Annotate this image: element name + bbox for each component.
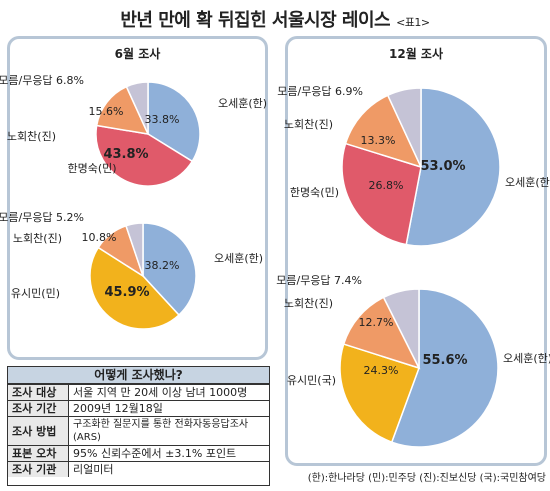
slice-value: 10.8% bbox=[82, 231, 117, 244]
slice-label: 노회찬(진) bbox=[284, 296, 333, 310]
pie-slice bbox=[89, 246, 180, 330]
slice-value: 13.3% bbox=[361, 134, 396, 147]
survey-title: 어떻게 조사했나? bbox=[8, 367, 269, 384]
row-key: 조사 기관 bbox=[8, 461, 69, 477]
row-value: 구조화한 질문지를 통한 전화자동응답조사(ARS) bbox=[68, 416, 269, 446]
party-legend: (한):한나라당 (민):민주당 (진):진보신당 (국):국민참여당 bbox=[307, 473, 546, 484]
slice-label: 모름/무응답 6.9% bbox=[277, 85, 363, 98]
title-text: 반년 만에 확 뒤집힌 서울시장 레이스 bbox=[120, 10, 391, 31]
slice-label: 노회찬(진) bbox=[13, 231, 62, 245]
pie-slice bbox=[125, 222, 144, 277]
slice-value: 38.2% bbox=[145, 259, 180, 272]
table-row: 조사 기관 리얼미터 bbox=[8, 461, 269, 477]
slice-value: 26.8% bbox=[369, 179, 404, 192]
slice-value: 43.8% bbox=[103, 147, 148, 162]
slice-label: 오세훈(한) bbox=[503, 352, 550, 365]
slice-label: 노회찬(진) bbox=[284, 117, 333, 131]
june-panel-title: 6월 조사 bbox=[114, 47, 161, 61]
pie-chart-3: 오세훈(한) 53.0% 한명숙(민) 26.8% 노회찬(진) 13.3% 모름/무응답 … bbox=[277, 85, 550, 247]
pie-slice bbox=[390, 288, 499, 448]
slice-label: 한명숙(민) bbox=[290, 186, 339, 199]
pie-chart-4: 오세훈(한) 55.6% 유시민(국) 24.3% 노회찬(진) 12.7% 모름/무응답 … bbox=[276, 274, 550, 448]
row-value: 95% 신뢰수준에서 ±3.1% 포인트 bbox=[68, 445, 269, 462]
slice-label: 모름/무응답 7.4% bbox=[276, 274, 362, 287]
slice-label: 오세훈(한) bbox=[505, 176, 550, 189]
pie-slice bbox=[341, 142, 422, 246]
pie-slice bbox=[339, 343, 420, 444]
survey-table: 조사 대상 서울 지역 만 20세 이상 남녀 1000명 조사 기간 2009년 … bbox=[8, 384, 269, 477]
survey-method-box: 어떻게 조사했나? 조사 대상 서울 지역 만 20세 이상 남녀 1000명 조… bbox=[7, 366, 270, 486]
page-title: 반년 만에 확 뒤집힌 서울시장 레이스 <표1> bbox=[0, 6, 550, 32]
pie-slice bbox=[142, 222, 197, 317]
pie-slice bbox=[95, 124, 194, 187]
row-key: 조사 기간 bbox=[8, 400, 69, 417]
slice-label: 오세훈(한) bbox=[214, 252, 263, 265]
slice-value: 15.6% bbox=[89, 105, 124, 118]
pie-slice bbox=[125, 81, 149, 135]
slice-label: 한명숙(민) bbox=[67, 162, 116, 175]
slice-label: 노회찬(진) bbox=[7, 129, 56, 143]
slice-label: 유시민(민) bbox=[11, 287, 60, 300]
table-row: 조사 기간 2009년 12월18일 bbox=[8, 400, 269, 417]
table-row: 조사 방법 구조화한 질문지를 통한 전화자동응답조사(ARS) bbox=[8, 416, 269, 446]
pie-slice bbox=[95, 85, 150, 135]
slice-value: 12.7% bbox=[359, 316, 394, 329]
row-value: 서울 지역 만 20세 이상 남녀 1000명 bbox=[68, 384, 269, 401]
slice-label: 오세훈(한) bbox=[218, 97, 267, 110]
table-number: <표1> bbox=[396, 16, 430, 29]
row-value: 리얼미터 bbox=[68, 461, 269, 477]
row-key: 조사 대상 bbox=[8, 384, 69, 401]
pie-slice bbox=[405, 87, 501, 247]
pie-slice bbox=[342, 296, 421, 370]
slice-label: 유시민(국) bbox=[287, 374, 336, 387]
slice-label: 모름/무응답 6.8% bbox=[0, 74, 84, 87]
table-row: 조사 대상 서울 지역 만 20세 이상 남녀 1000명 bbox=[8, 384, 269, 401]
pie-slice bbox=[386, 87, 422, 168]
pie-chart-1: 오세훈(한) 33.8% 한명숙(민)43.8% 노회찬(진) 15.6% 모름/무응답 … bbox=[0, 74, 267, 187]
pie-slice bbox=[344, 94, 423, 169]
slice-label: 모름/무응답 5.2% bbox=[0, 211, 84, 224]
row-value: 2009년 12월18일 bbox=[68, 400, 269, 417]
table-row: 표본 오차 95% 신뢰수준에서 ±3.1% 포인트 bbox=[8, 445, 269, 462]
pie-slice bbox=[382, 288, 420, 369]
row-key: 조사 방법 bbox=[8, 416, 69, 446]
row-key: 표본 오차 bbox=[8, 445, 69, 462]
slice-value: 24.3% bbox=[364, 364, 399, 377]
slice-value: 45.9% bbox=[104, 285, 149, 300]
pie-chart-2: 오세훈(한) 38.2% 유시민(민) 45.9% 노회찬(진) 10.8% 모름/무응답 … bbox=[0, 211, 263, 330]
slice-value: 55.6% bbox=[422, 353, 467, 368]
slice-value: 33.8% bbox=[145, 113, 180, 126]
slice-value: 53.0% bbox=[420, 159, 465, 174]
december-panel-title: 12월 조사 bbox=[389, 47, 443, 61]
